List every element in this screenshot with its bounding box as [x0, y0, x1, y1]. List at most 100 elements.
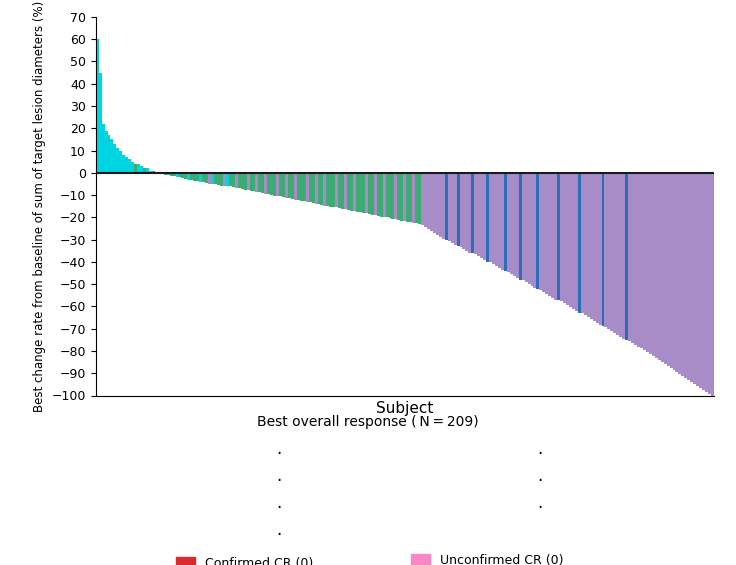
Bar: [442, 173, 445, 239]
Bar: [667, 173, 670, 366]
Bar: [450, 173, 453, 243]
Bar: [146, 168, 149, 173]
Bar: [462, 173, 465, 249]
Bar: [143, 168, 146, 173]
Bar: [160, 173, 163, 174]
Bar: [223, 173, 226, 186]
Bar: [220, 173, 223, 186]
Text: Best overall response ( N = 209): Best overall response ( N = 209): [257, 415, 479, 429]
Bar: [652, 173, 655, 357]
Bar: [305, 173, 308, 202]
Bar: [498, 173, 501, 268]
Bar: [255, 173, 258, 192]
Bar: [149, 171, 152, 173]
Bar: [619, 173, 622, 337]
Bar: [347, 173, 350, 210]
Bar: [566, 173, 569, 306]
Bar: [140, 166, 143, 173]
Bar: [661, 173, 664, 362]
Bar: [699, 173, 702, 388]
Bar: [456, 173, 459, 246]
Bar: [486, 173, 489, 262]
Bar: [551, 173, 554, 298]
Bar: [581, 173, 584, 313]
Bar: [99, 73, 102, 173]
Bar: [507, 173, 510, 272]
Bar: [607, 173, 610, 329]
Bar: [323, 173, 326, 206]
Bar: [113, 144, 116, 173]
Bar: [513, 173, 516, 276]
Bar: [587, 173, 590, 317]
Bar: [330, 173, 333, 206]
Bar: [415, 173, 418, 223]
Bar: [291, 173, 294, 199]
Bar: [436, 173, 439, 235]
Bar: [252, 173, 255, 192]
Bar: [102, 124, 105, 173]
Text: .: .: [537, 494, 542, 512]
Bar: [333, 173, 336, 207]
Bar: [119, 150, 122, 173]
Bar: [359, 173, 362, 212]
Bar: [182, 173, 185, 178]
Bar: [702, 173, 705, 390]
Bar: [285, 173, 288, 198]
Bar: [430, 173, 433, 231]
Bar: [320, 173, 323, 205]
Bar: [226, 173, 229, 186]
Bar: [235, 173, 238, 188]
Bar: [339, 173, 342, 208]
Bar: [640, 173, 643, 349]
Bar: [664, 173, 667, 364]
Bar: [542, 173, 545, 292]
Bar: [300, 173, 302, 201]
Bar: [528, 173, 531, 284]
Legend: Unconfirmed CR (0), Unconfirmed PR (11), PD (25): Unconfirmed CR (0), Unconfirmed PR (11),…: [411, 554, 570, 565]
Bar: [433, 173, 436, 233]
Bar: [389, 173, 392, 218]
Bar: [522, 173, 525, 280]
Bar: [468, 173, 471, 253]
Bar: [294, 173, 297, 199]
Bar: [397, 173, 400, 220]
Bar: [394, 173, 397, 219]
Bar: [172, 173, 176, 176]
Bar: [125, 157, 128, 173]
Text: .: .: [276, 467, 281, 485]
Bar: [270, 173, 273, 195]
Bar: [362, 173, 365, 213]
Bar: [598, 173, 601, 325]
Bar: [625, 173, 628, 340]
Bar: [326, 173, 330, 206]
Bar: [288, 173, 291, 198]
Bar: [264, 173, 267, 194]
Bar: [205, 173, 208, 183]
Bar: [447, 173, 450, 241]
Bar: [302, 173, 305, 202]
Bar: [610, 173, 613, 331]
Bar: [353, 173, 356, 211]
Bar: [445, 173, 447, 240]
Bar: [122, 155, 125, 173]
Bar: [534, 173, 537, 288]
Bar: [365, 173, 368, 214]
Text: .: .: [276, 440, 281, 458]
Bar: [166, 173, 169, 175]
Bar: [374, 173, 377, 215]
Bar: [646, 173, 649, 353]
Bar: [282, 173, 285, 197]
Bar: [152, 171, 155, 173]
Bar: [409, 173, 412, 223]
Bar: [708, 173, 711, 394]
Bar: [250, 173, 252, 190]
Bar: [510, 173, 513, 274]
Bar: [516, 173, 519, 278]
Bar: [169, 173, 172, 176]
Bar: [214, 173, 217, 184]
Bar: [134, 164, 137, 173]
Bar: [392, 173, 394, 219]
Bar: [199, 173, 202, 182]
Bar: [655, 173, 658, 358]
Bar: [548, 173, 551, 295]
